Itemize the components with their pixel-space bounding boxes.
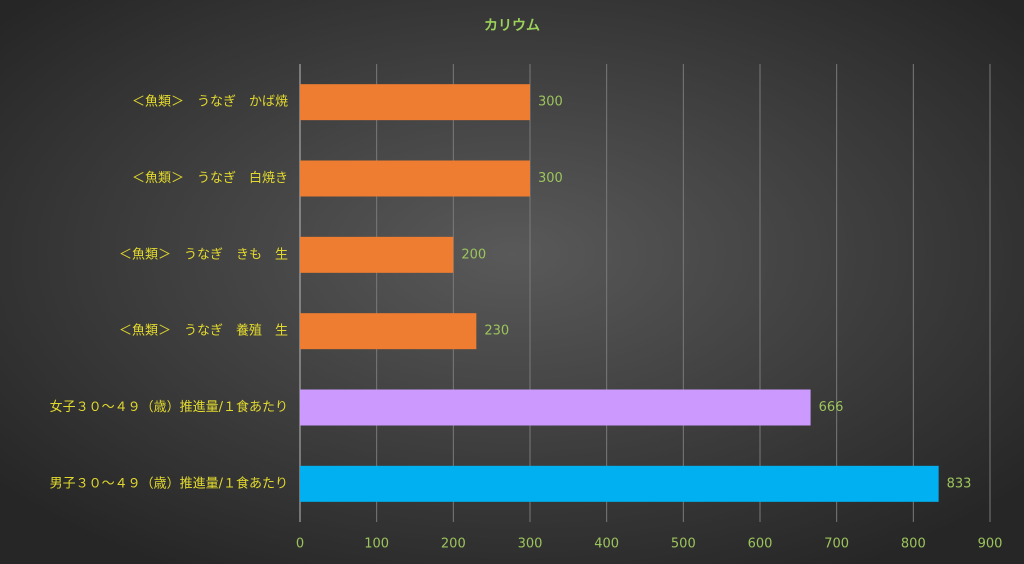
bar (300, 313, 477, 350)
x-tick-label: 700 (824, 537, 849, 552)
y-tick-label: ＜魚類＞ うなぎ 養殖 生 (119, 323, 288, 339)
x-tick-label: 900 (978, 537, 1003, 552)
x-tick-label: 300 (518, 537, 543, 552)
x-tick-label: 800 (901, 537, 926, 552)
bar (300, 465, 939, 502)
value-label: 230 (484, 324, 509, 339)
y-tick-label: ＜魚類＞ うなぎ きも 生 (119, 247, 288, 262)
x-tick-label: 400 (594, 537, 619, 552)
value-label: 833 (947, 476, 972, 491)
bar (300, 389, 811, 426)
x-tick-label: 100 (364, 537, 389, 552)
bar (300, 84, 530, 121)
chart-title: カリウム (484, 18, 540, 34)
bar (300, 236, 454, 273)
y-tick-label: ＜魚類＞ うなぎ 白焼き (132, 170, 288, 186)
x-tick-label: 500 (671, 537, 696, 552)
y-tick-label: ＜魚類＞ うなぎ かば焼 (132, 95, 288, 110)
y-tick-label: 女子３０～４９（歳）推進量/１食あたり (50, 399, 288, 415)
value-label: 666 (819, 400, 844, 415)
x-tick-label: 200 (441, 537, 466, 552)
x-tick-label: 0 (296, 537, 304, 552)
value-label: 300 (538, 95, 563, 110)
value-label: 200 (461, 247, 486, 262)
value-label: 300 (538, 171, 563, 186)
x-tick-label: 600 (748, 537, 773, 552)
bar (300, 160, 530, 197)
y-tick-label: 男子３０～４９（歳）推進量/１食あたり (50, 475, 288, 491)
